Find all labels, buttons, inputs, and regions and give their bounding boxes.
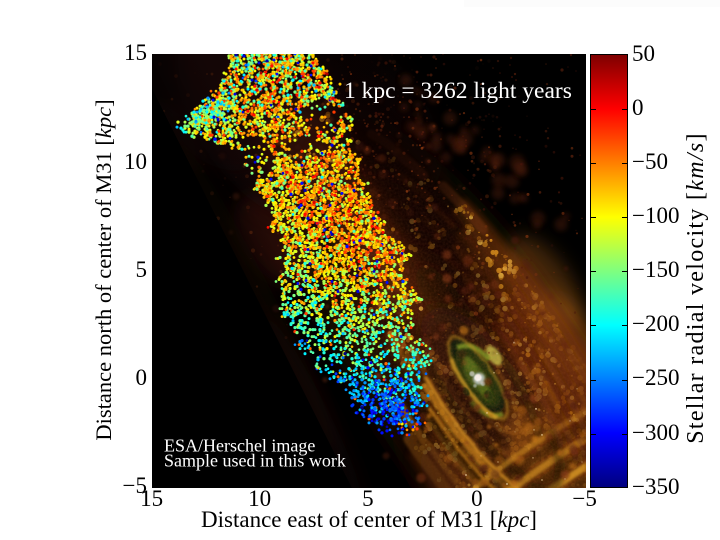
svg-text:Sample used in this work: Sample used in this work [164,450,347,470]
svg-text:ESA/Herschel image: ESA/Herschel image [164,435,315,455]
svg-text:1 kpc = 3262 light years: 1 kpc = 3262 light years [344,78,572,104]
